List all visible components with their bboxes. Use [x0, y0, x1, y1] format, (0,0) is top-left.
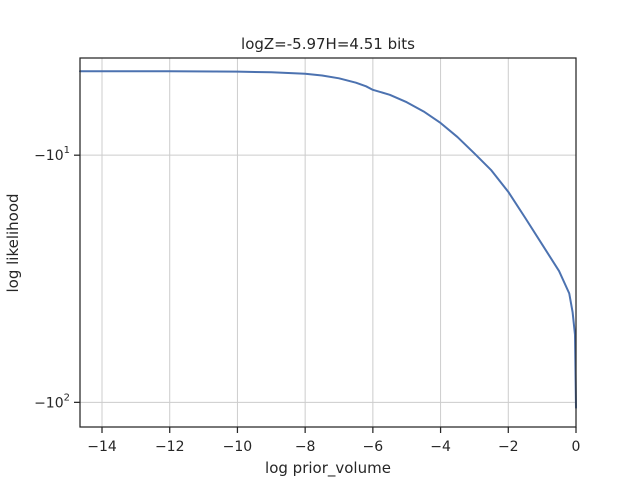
x-axis: −14 −12 −10 −8 −6 −4 −2 0 — [87, 427, 580, 455]
x-tick-label: −12 — [155, 439, 185, 455]
x-tick-label: −4 — [430, 439, 451, 455]
plot-area — [79, 70, 577, 409]
y-grid — [80, 154, 576, 403]
x-tick-label: −2 — [498, 439, 519, 455]
x-tick-label: −6 — [363, 439, 384, 455]
series-line — [79, 70, 577, 409]
x-tick-label: −10 — [223, 439, 253, 455]
x-grid — [101, 58, 577, 427]
x-tick-label: −8 — [295, 439, 316, 455]
y-tick-label: −102 — [34, 392, 70, 411]
x-tick-label: −14 — [87, 439, 117, 455]
chart-title: logZ=-5.97H=4.51 bits — [241, 35, 415, 53]
plot-frame — [79, 57, 577, 428]
x-axis-label: log prior_volume — [265, 459, 391, 478]
y-axis: −101 −102 — [34, 145, 80, 411]
y-axis-label: log likelihood — [4, 193, 22, 292]
y-tick-label: −101 — [34, 145, 70, 164]
x-tick-label: 0 — [572, 439, 581, 455]
